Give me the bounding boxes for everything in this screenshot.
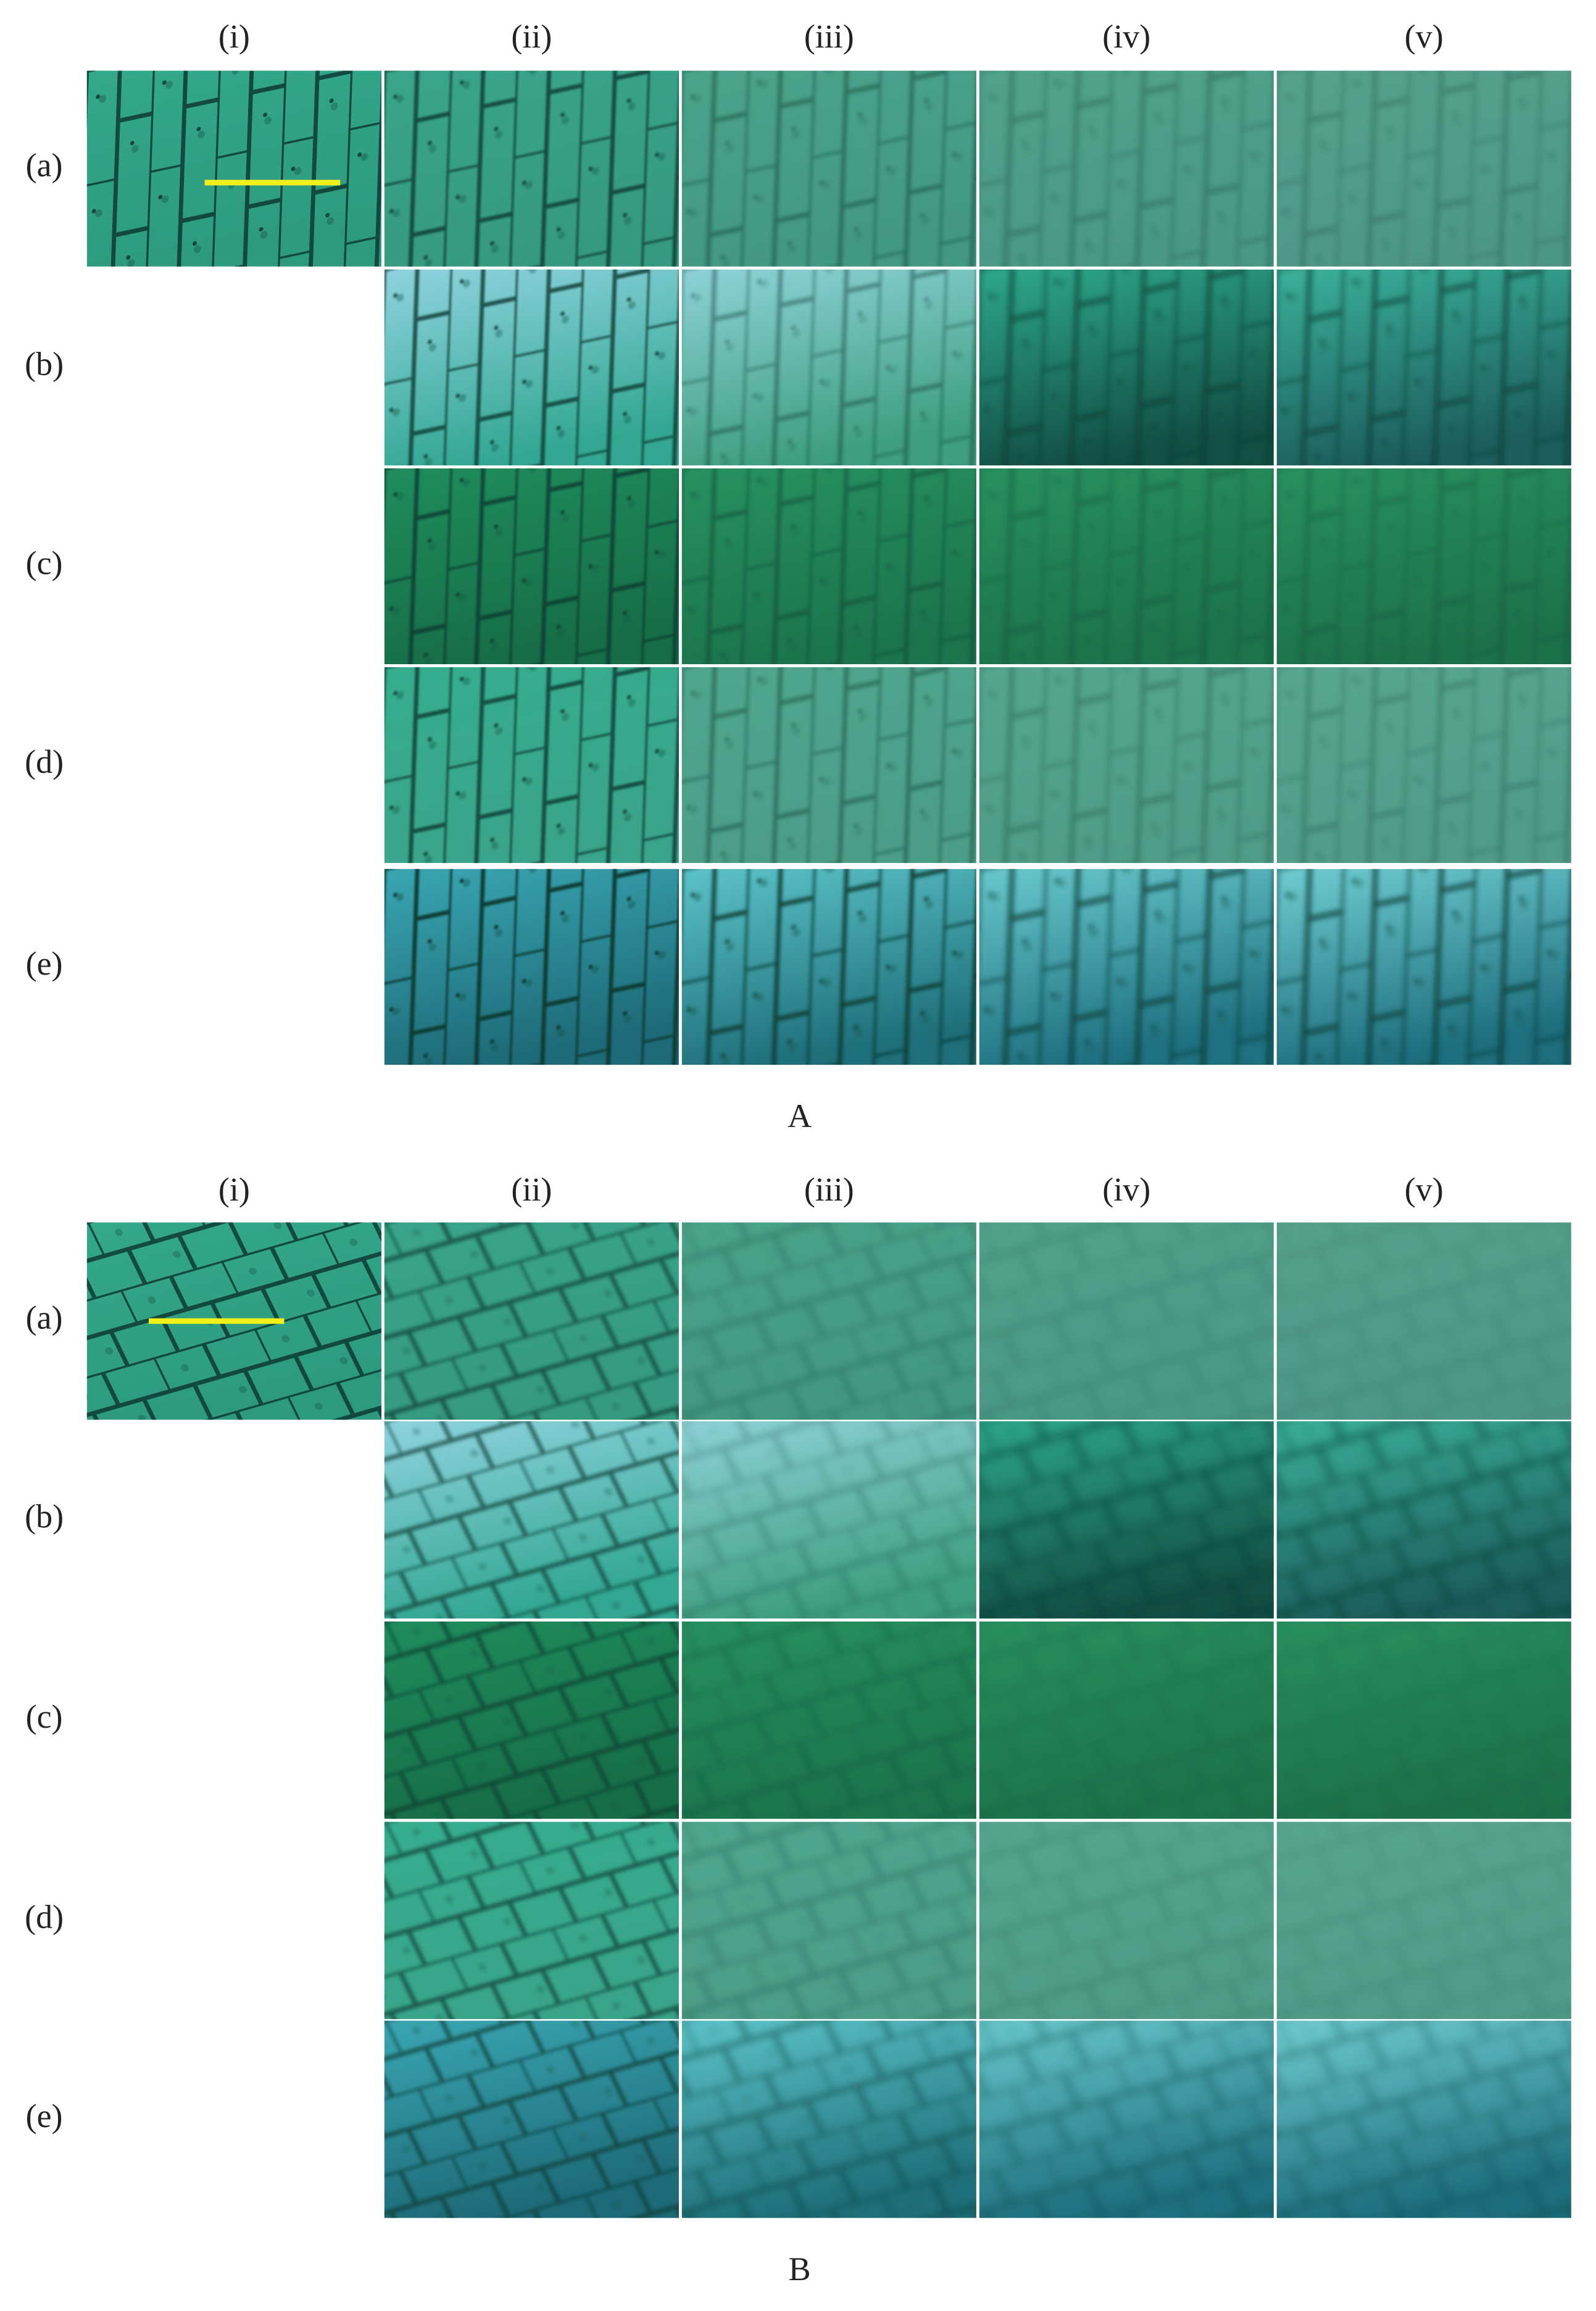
panel-label: B bbox=[789, 2251, 811, 2288]
column-label: (iii) bbox=[804, 18, 854, 55]
micrograph bbox=[681, 1222, 976, 1420]
micrograph bbox=[384, 667, 679, 864]
row-label: (d) bbox=[25, 1899, 64, 1936]
micrograph bbox=[681, 70, 976, 267]
micrograph bbox=[1276, 269, 1571, 465]
micrograph bbox=[681, 1621, 976, 1819]
micrograph bbox=[384, 468, 679, 665]
micrograph bbox=[979, 1421, 1274, 1619]
micrograph bbox=[979, 868, 1274, 1065]
row-label: (e) bbox=[26, 2097, 63, 2134]
column-label: (ii) bbox=[511, 18, 552, 55]
row-label: (d) bbox=[25, 743, 64, 780]
row-label: (a) bbox=[26, 147, 63, 184]
micrograph bbox=[681, 269, 976, 465]
micrograph bbox=[1276, 70, 1571, 267]
column-label: (iv) bbox=[1102, 1171, 1150, 1208]
micrograph bbox=[979, 70, 1274, 267]
micrograph bbox=[384, 2020, 679, 2218]
micrograph bbox=[384, 1222, 679, 1420]
micrograph bbox=[86, 70, 381, 267]
micrograph bbox=[681, 667, 976, 864]
micrograph bbox=[979, 1621, 1274, 1819]
column-label: (iii) bbox=[804, 1171, 854, 1208]
micrograph bbox=[1276, 468, 1571, 665]
micrograph bbox=[1276, 667, 1571, 864]
micrograph bbox=[384, 1822, 679, 2020]
row-label: (c) bbox=[26, 1698, 63, 1735]
row-label: (b) bbox=[25, 346, 64, 383]
micrograph bbox=[1276, 868, 1571, 1065]
micrograph bbox=[384, 70, 679, 267]
panel-label: A bbox=[788, 1097, 812, 1135]
row-label: (e) bbox=[26, 945, 63, 982]
micrograph bbox=[979, 468, 1274, 665]
micrograph bbox=[1276, 1822, 1571, 2020]
micrograph bbox=[1276, 1421, 1571, 1619]
column-label: (i) bbox=[218, 18, 250, 55]
column-label: (iv) bbox=[1102, 18, 1150, 55]
micrograph bbox=[384, 1421, 679, 1619]
micrograph bbox=[86, 1222, 381, 1420]
micrograph bbox=[681, 868, 976, 1065]
micrograph bbox=[384, 868, 679, 1065]
micrograph bbox=[1276, 1621, 1571, 1819]
micrograph bbox=[1276, 1222, 1571, 1420]
micrograph bbox=[681, 468, 976, 665]
micrograph bbox=[979, 1222, 1274, 1420]
row-label: (b) bbox=[25, 1498, 64, 1535]
micrograph bbox=[979, 2020, 1274, 2218]
column-label: (i) bbox=[218, 1171, 250, 1208]
micrograph bbox=[1276, 2020, 1571, 2218]
micrograph bbox=[979, 667, 1274, 864]
micrograph bbox=[979, 1822, 1274, 2020]
micrograph bbox=[681, 1421, 976, 1619]
micrograph bbox=[979, 269, 1274, 465]
row-label: (c) bbox=[26, 544, 63, 581]
micrograph bbox=[681, 2020, 976, 2218]
micrograph bbox=[384, 1621, 679, 1819]
panel: (i) (ii) (iii) (iv) (v) (a) (b) (c) (d) (e) A bbox=[25, 18, 1571, 1135]
micrograph bbox=[384, 269, 679, 465]
column-label: (ii) bbox=[511, 1171, 552, 1208]
panel: (i) (ii) (iii) (iv) (v) (a) (b) (c) (d) (e) B bbox=[25, 1171, 1571, 2288]
micrograph bbox=[681, 1822, 976, 2020]
row-label: (a) bbox=[26, 1299, 63, 1336]
column-label: (v) bbox=[1405, 1171, 1444, 1208]
column-label: (v) bbox=[1405, 18, 1444, 55]
